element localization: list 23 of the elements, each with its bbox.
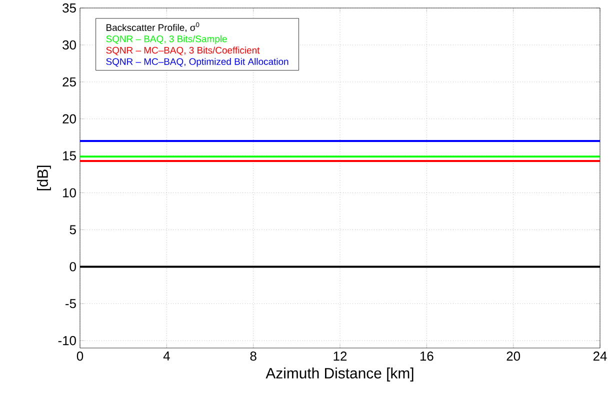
text: Backscatter Profile, σ$^{0}$ <box>106 22 200 32</box>
x-tick-label: 16 <box>420 352 434 361</box>
y-tick-label: 15 <box>63 151 76 160</box>
y-tick-label: 20 <box>62 114 76 124</box>
x-tick-label: 12 <box>334 352 347 361</box>
y-tick-label: -5 <box>66 299 76 308</box>
y-tick-label: 30 <box>62 40 76 50</box>
x-tick-label: 0 <box>76 352 84 361</box>
x-tick-label: 8 <box>250 352 256 361</box>
text: SQNR – MC–BAQ, 3 Bits/Coefficient <box>106 46 260 56</box>
y-tick-label: -10 <box>58 336 76 346</box>
text: SQNR – MC–BAQ, Optimized Bit Allocation <box>106 58 288 67</box>
y-axis-title: [dB] <box>36 166 51 190</box>
y-tick-label: 25 <box>62 77 76 86</box>
y-tick-label: 0 <box>70 262 76 272</box>
x-tick-label: 20 <box>506 352 520 361</box>
y-tick-label: 5 <box>70 225 76 234</box>
x-axis-title: Azimuth Distance [km] <box>266 368 414 382</box>
x-tick-label: 24 <box>593 352 607 361</box>
x-tick-label: 4 <box>163 352 170 360</box>
y-tick-label: 35 <box>62 3 76 13</box>
y-tick-label: 10 <box>63 188 76 198</box>
text: SQNR – BAQ, 3 Bits/Sample <box>106 35 227 44</box>
